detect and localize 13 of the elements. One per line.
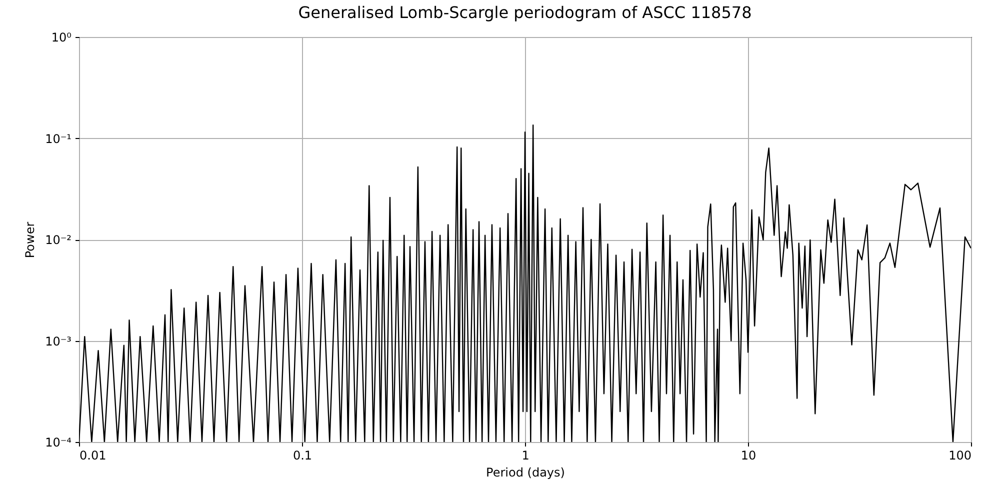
y-tick-label: 10⁰: [51, 30, 72, 44]
chart-title: Generalised Lomb-Scargle periodogram of ASCC 118578: [298, 3, 752, 22]
y-tick-label: 10⁻³: [45, 334, 72, 348]
x-tick-label: 0.1: [292, 448, 312, 462]
x-tick-label: 10: [740, 448, 756, 462]
x-axis-title: Period (days): [486, 466, 565, 480]
y-tick-label: 10⁻¹: [45, 132, 72, 146]
x-tick-label: 1: [522, 448, 530, 462]
y-axis-title: Power: [23, 222, 38, 258]
y-tick-label: 10⁻²: [45, 233, 72, 247]
y-tick-label: 10⁻⁴: [45, 436, 72, 450]
x-tick-label: 100: [948, 448, 972, 462]
x-tick-label: 0.01: [80, 448, 106, 462]
